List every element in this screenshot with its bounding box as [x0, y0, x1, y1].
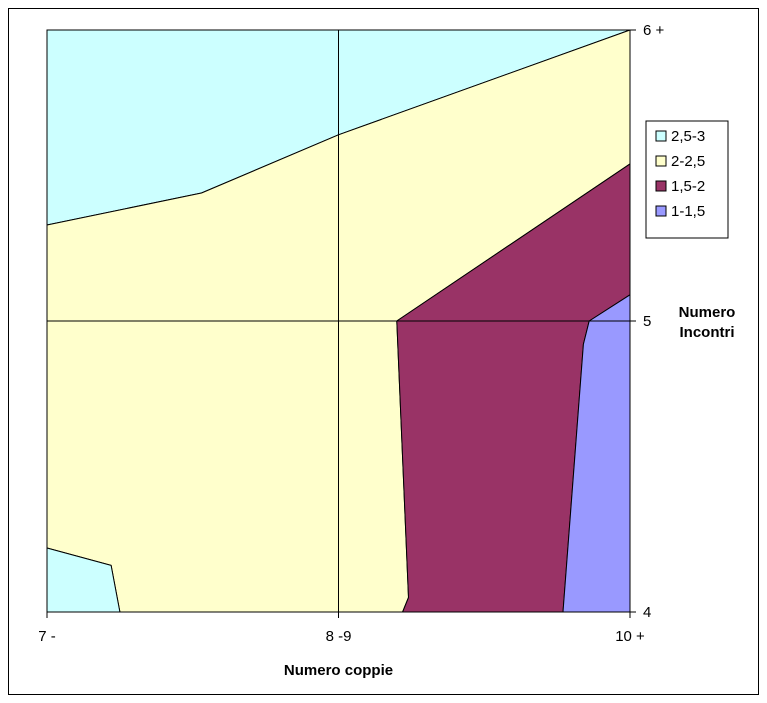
legend-label: 1-1,5 [671, 203, 705, 220]
y-axis-title-line: Numero [679, 304, 736, 321]
y-tick-label: 6 + [643, 22, 665, 39]
legend-swatch [655, 155, 667, 167]
legend-swatch [655, 205, 667, 217]
gridlines [47, 30, 630, 612]
y-tick-label: 5 [643, 313, 651, 330]
y-tick-label: 4 [643, 604, 651, 621]
legend: 2,5-3 2-2,5 1,5-2 1-1,5 [645, 120, 729, 239]
y-tick-labels: 4 5 6 + [630, 22, 665, 621]
x-tick-labels: 7 - 8 -9 10 + [38, 612, 645, 645]
legend-swatch [655, 180, 667, 192]
legend-label: 2,5-3 [671, 128, 705, 145]
x-tick-label: 8 -9 [326, 628, 352, 645]
y-axis-title: Numero Incontri [679, 304, 736, 341]
x-tick-label: 10 + [615, 628, 645, 645]
legend-label: 1,5-2 [671, 178, 705, 195]
y-axis-title-line: Incontri [680, 324, 735, 341]
legend-label: 2-2,5 [671, 153, 705, 170]
x-tick-label: 7 - [38, 628, 56, 645]
legend-swatch [655, 130, 667, 142]
x-axis-title: Numero coppie [284, 662, 393, 679]
